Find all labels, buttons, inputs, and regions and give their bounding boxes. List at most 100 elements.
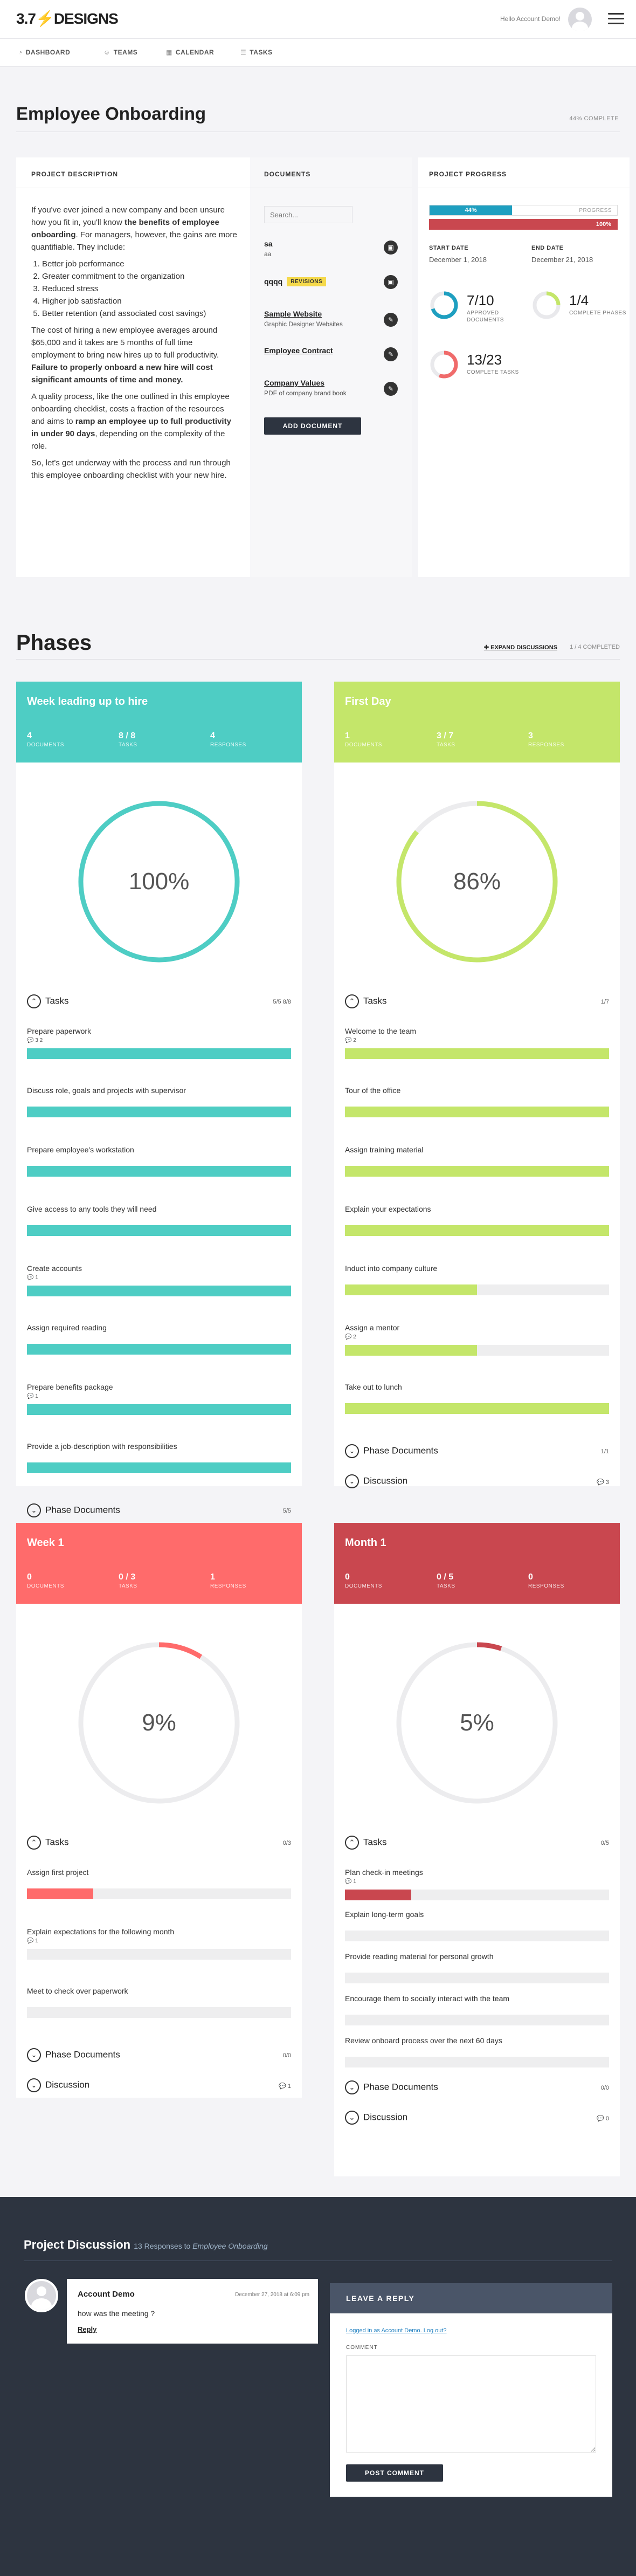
stat-value: 1/4 <box>569 292 589 308</box>
task-item[interactable]: Encourage them to socially interact with… <box>345 1994 609 2031</box>
description-heading: PROJECT DESCRIPTION <box>31 170 119 178</box>
task-item[interactable]: Assign first project <box>27 1868 291 1922</box>
comment-textarea[interactable] <box>346 2355 596 2453</box>
task-name: Create accounts <box>27 1264 82 1273</box>
logo[interactable]: 3.7⚡DESIGNS <box>16 10 119 27</box>
task-meta: 💬 1 <box>27 1938 38 1944</box>
task-progress-bar <box>27 1225 291 1236</box>
task-name: Prepare employee's workstation <box>27 1145 134 1154</box>
phase-card: Month 1 0 DOCUMENTS 0 / 5 TASKS 0 RESPONSES 5% ⌃… <box>334 1523 620 2176</box>
task-item[interactable]: Give access to any tools they will need <box>27 1205 291 1259</box>
task-progress-bar <box>27 1166 291 1177</box>
document-search-input[interactable] <box>264 206 352 223</box>
stat-ring <box>430 291 458 319</box>
task-item[interactable]: Explain your expectations <box>345 1205 609 1259</box>
task-item[interactable]: Provide a job-description with responsib… <box>27 1442 291 1496</box>
end-date: December 21, 2018 <box>531 256 593 264</box>
task-name: Meet to check over paperwork <box>27 1987 128 1995</box>
task-item[interactable]: Tour of the office <box>345 1086 609 1140</box>
task-item[interactable]: Explain expectations for the following m… <box>27 1927 291 1981</box>
phase-stat: 0 / 3 TASKS <box>119 1572 137 1589</box>
phase-header[interactable]: Week leading up to hire 4 DOCUMENTS 8 / 8 TA… <box>16 682 302 763</box>
phases-completed: 1 / 4 COMPLETED <box>570 644 620 650</box>
post-comment-button[interactable]: POST COMMENT <box>346 2464 443 2482</box>
edit-icon[interactable]: ✎ <box>384 382 398 396</box>
menu-icon[interactable] <box>608 13 624 25</box>
document-item[interactable]: Employee Contract <box>264 346 333 355</box>
task-item[interactable]: Provide reading material for personal gr… <box>345 1952 609 1989</box>
progress-heading: PROJECT PROGRESS <box>429 170 507 178</box>
task-item[interactable]: Assign training material <box>345 1145 609 1199</box>
task-item[interactable]: Create accounts 💬 1 <box>27 1264 291 1318</box>
add-document-button[interactable]: ADD DOCUMENT <box>264 417 361 435</box>
tasks-toggle[interactable]: ⌃ Tasks <box>345 1836 386 1850</box>
task-item[interactable]: Take out to lunch <box>345 1383 609 1437</box>
discussion-toggle[interactable]: ⌄Discussion <box>345 2111 407 2125</box>
phase-header[interactable]: Week 1 0 DOCUMENTS 0 / 3 TASKS 1 RESPONSES <box>16 1523 302 1604</box>
reply-link[interactable]: Reply <box>78 2325 97 2333</box>
tasks-meta: 1/7 <box>600 999 609 1005</box>
task-name: Plan check-in meetings <box>345 1868 423 1877</box>
discussion-toggle[interactable]: ⌄Discussion <box>27 2078 89 2092</box>
task-name: Take out to lunch <box>345 1383 402 1391</box>
task-item[interactable]: Assign required reading <box>27 1323 291 1377</box>
task-name: Assign training material <box>345 1145 424 1154</box>
tasks-toggle[interactable]: ⌃ Tasks <box>27 994 68 1008</box>
task-item[interactable]: Meet to check over paperwork <box>27 1987 291 2041</box>
nav-teams[interactable]: ☺ TEAMS <box>103 49 138 56</box>
task-item[interactable]: Welcome to the team 💬 2 <box>345 1027 609 1081</box>
task-name: Explain long-term goals <box>345 1910 424 1919</box>
comment-date: December 27, 2018 at 6:09 pm <box>235 2292 309 2298</box>
chevron-down-icon: ⌄ <box>345 1444 359 1458</box>
task-name: Prepare benefits package <box>27 1383 113 1391</box>
greeting: Hello Account Demo! <box>500 15 561 23</box>
nav-calendar[interactable]: ▦ CALENDAR <box>166 49 215 56</box>
task-item[interactable]: Prepare employee's workstation <box>27 1145 291 1199</box>
task-item[interactable]: Review onboard process over the next 60 … <box>345 2036 609 2073</box>
lock-icon[interactable]: ▣ <box>384 241 398 255</box>
document-item[interactable]: Company Values PDF of company brand book <box>264 379 347 397</box>
tasks-toggle[interactable]: ⌃ Tasks <box>27 1836 68 1850</box>
phase-percent: 86% <box>453 868 501 895</box>
phase-header[interactable]: First Day 1 DOCUMENTS 3 / 7 TASKS 3 RESPONSES <box>334 682 620 763</box>
edit-icon[interactable]: ✎ <box>384 313 398 327</box>
nav-tasks[interactable]: ☰ TASKS <box>240 49 273 56</box>
task-item[interactable]: Discuss role, goals and projects with su… <box>27 1086 291 1140</box>
nav-dashboard[interactable]: ◔ DASHBOARD <box>18 49 71 56</box>
phase-documents-toggle[interactable]: ⌄ Phase Documents <box>345 1444 438 1458</box>
task-progress-bar <box>27 1286 291 1296</box>
phase-header[interactable]: Month 1 0 DOCUMENTS 0 / 5 TASKS 0 RESPONSES <box>334 1523 620 1604</box>
expand-discussions-link[interactable]: ✚ EXPAND DISCUSSIONS <box>483 644 557 651</box>
task-progress-bar <box>345 1048 609 1059</box>
stat-ring <box>533 291 561 319</box>
chevron-down-icon: ⌄ <box>27 1503 41 1517</box>
phase-documents-toggle[interactable]: ⌄ Phase Documents <box>27 1503 120 1517</box>
phase-stat: 3 RESPONSES <box>528 731 564 748</box>
phase-documents-toggle[interactable]: ⌄ Phase Documents <box>27 2048 120 2062</box>
phase-documents-toggle[interactable]: ⌄ Phase Documents <box>345 2080 438 2094</box>
document-item[interactable]: sa aa <box>264 239 273 258</box>
document-item[interactable]: Sample Website Graphic Designer Websites <box>264 310 343 328</box>
user-avatar[interactable] <box>568 8 592 31</box>
task-item[interactable]: Explain long-term goals <box>345 1910 609 1947</box>
task-item[interactable]: Induct into company culture <box>345 1264 609 1318</box>
task-item[interactable]: Plan check-in meetings 💬 1 <box>345 1868 609 1905</box>
chevron-down-icon: ⌄ <box>345 1474 359 1488</box>
task-item[interactable]: Prepare benefits package 💬 1 <box>27 1383 291 1437</box>
task-progress-bar <box>345 2015 609 2025</box>
tasks-toggle[interactable]: ⌃ Tasks <box>345 994 386 1008</box>
logged-in-link[interactable]: Logged in as Account Demo. Log out? <box>346 2327 447 2334</box>
lock-icon[interactable]: ▣ <box>384 275 398 289</box>
task-name: Tour of the office <box>345 1086 401 1095</box>
task-name: Assign a mentor <box>345 1323 400 1332</box>
completion-label: 44% COMPLETE <box>569 115 619 122</box>
phase-percent: 9% <box>142 1709 176 1736</box>
task-item[interactable]: Prepare paperwork 💬 3 2 <box>27 1027 291 1081</box>
discussion-toggle[interactable]: ⌄Discussion <box>345 1474 407 1488</box>
task-name: Assign first project <box>27 1868 89 1877</box>
document-item[interactable]: qqqq REVISIONS <box>264 277 399 287</box>
task-name: Assign required reading <box>27 1323 107 1332</box>
task-item[interactable]: Assign a mentor 💬 2 <box>345 1323 609 1377</box>
phase-stat: 0 / 5 TASKS <box>437 1572 455 1589</box>
edit-icon[interactable]: ✎ <box>384 347 398 361</box>
